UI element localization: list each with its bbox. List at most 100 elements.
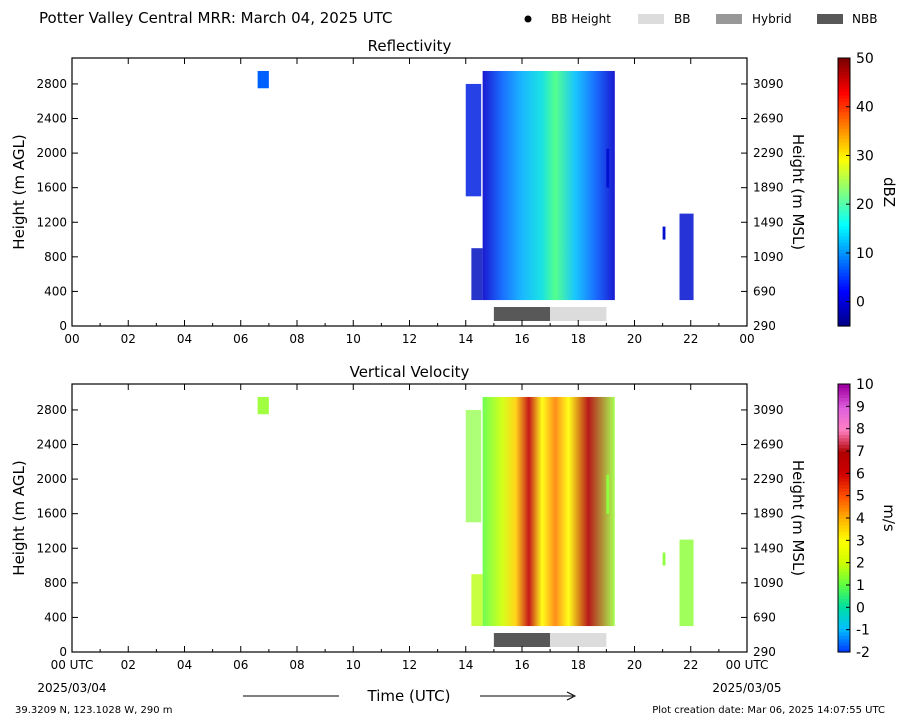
panel2-echo-1900 (606, 474, 610, 514)
panel2-colorbar-segment (838, 481, 850, 486)
panel1-colorbar-segment (838, 91, 850, 96)
panel2-x-tick-label: 12 (402, 658, 417, 672)
panel1-x-tick-label: 08 (289, 332, 304, 346)
panel2-x-tick-label: 22 (683, 658, 698, 672)
panel2-colorbar-segment (838, 471, 850, 476)
panel2-y-tick-label-right: 2690 (753, 438, 784, 452)
panel2-colorbar-segment (838, 564, 850, 569)
panel1-title: Reflectivity (368, 37, 452, 55)
panel1-colorbar-segment (838, 118, 850, 123)
panel2-colorbar-segment (838, 571, 850, 576)
panel2-colorbar-segment (838, 568, 850, 573)
panel2-y-tick-label-right: 1890 (753, 507, 784, 521)
panel2-colorbar-segment (838, 631, 850, 636)
panel2-colorbar-segment (838, 420, 850, 425)
panel1-colorbar-segment (838, 168, 850, 173)
panel1-colorbar-segment (838, 265, 850, 270)
panel1-colorbar-segment (838, 131, 850, 136)
panel2-colorbar-segment (838, 595, 850, 599)
panel2-colorbar-segment (838, 541, 850, 546)
panel2-colorbar-segment (838, 574, 850, 579)
panel1-colorbar-segment (838, 269, 850, 273)
panel1-colorbar-segment (838, 205, 850, 210)
panel1-colorbar-segment (838, 218, 850, 223)
panel2-x-tick-label: 00 UTC (726, 658, 769, 672)
panel1-colorbar-segment (838, 322, 850, 327)
end-date-label: 2025/03/05 (712, 681, 781, 695)
panel1-colorbar-segment (838, 68, 850, 72)
panel2-colorbar-segment (838, 561, 850, 566)
legend-label-bb-height: BB Height (551, 12, 611, 26)
panel2-colorbar-segment (838, 434, 850, 439)
panel2-colorbar-segment (838, 621, 850, 626)
panel1-colorbar-segment (838, 315, 850, 320)
panel2-colorbar-segment (838, 641, 850, 646)
panel2-colorbar-segment (838, 501, 850, 506)
panel1-colorbar-segment (838, 98, 850, 103)
panel2-y-tick-label-right: 690 (753, 610, 776, 624)
panel2-x-tick-label: 10 (346, 658, 361, 672)
x-axis-label: Time (UTC) (367, 687, 451, 705)
panel1-colorbar-segment (838, 151, 850, 156)
panel2-colorbar-tick-label: 5 (856, 489, 865, 505)
panel2-y-axis-label-left: Height (m AGL) (10, 460, 28, 575)
panel2-colorbar-segment (838, 611, 850, 616)
panel1-colorbar-segment (838, 222, 850, 227)
panel2-colorbar-segment (838, 384, 850, 388)
panel2-title: Vertical Velocity (350, 363, 470, 381)
panel1-colorbar-segment (838, 88, 850, 93)
panel2-colorbar-segment (838, 518, 850, 522)
panel2-colorbar-segment (838, 551, 850, 556)
panel1-colorbar-segment (838, 64, 850, 69)
panel2-colorbar-tick-label: -2 (856, 645, 870, 661)
panel1-colorbar-segment (838, 135, 850, 139)
panel1-colorbar-segment (838, 259, 850, 263)
panel2-colorbar-segment (838, 544, 850, 549)
panel1-colorbar-segment (838, 145, 850, 150)
panel2-colorbar-segment (838, 404, 850, 409)
panel1-x-tick-label: 04 (177, 332, 192, 346)
panel1-x-tick-label: 12 (402, 332, 417, 346)
panel1-colorbar-segment (838, 101, 850, 106)
panel1-colorbar-segment (838, 225, 850, 230)
panel1-colorbar-segment (838, 272, 850, 277)
panel1-echo-1900 (606, 148, 610, 188)
panel2-colorbar-segment (838, 451, 850, 455)
panel1-frame (71, 57, 748, 327)
panel1-echo-2200 (679, 213, 694, 301)
panel1-colorbar-segment (838, 295, 850, 300)
panel2-colorbar-segment (838, 598, 850, 603)
panel2-echo-2100 (662, 552, 666, 566)
panel2-colorbar-segment (838, 558, 850, 563)
panel1-colorbar-segment (838, 282, 850, 287)
panel2-echo-left-upper (465, 409, 482, 523)
panel2-colorbar-tick-label: 10 (856, 377, 874, 393)
panel1-y-tick-label-left: 0 (59, 319, 67, 333)
panel1-y-tick-label-right: 1490 (753, 215, 784, 229)
panel1-colorbar-segment (838, 178, 850, 183)
panel1-colorbar-segment (838, 299, 850, 304)
panel1-colorbar-frame (837, 57, 851, 327)
panel1-y-tick-label-right: 3090 (753, 77, 784, 91)
panel2-colorbar-segment (838, 524, 850, 529)
panel2-x-tick-label: 06 (233, 658, 248, 672)
panel1-colorbar-segment (838, 61, 850, 66)
panel2-colorbar-segment (838, 507, 850, 512)
panel2-colorbar-segment (838, 437, 850, 442)
panel2-colorbar-segment (838, 447, 850, 452)
panel2-colorbar-segment (838, 605, 850, 610)
panel2-colorbar-segment (838, 581, 850, 586)
panel2-colorbar-segment (838, 601, 850, 606)
panel1-x-tick-label: 18 (571, 332, 586, 346)
panel2-colorbar-segment (838, 591, 850, 596)
panel2-colorbar-tick-label: 4 (856, 511, 865, 527)
panel1-y-tick-label-right: 1890 (753, 181, 784, 195)
legend-swatch-bb (638, 14, 664, 24)
legend-label-bb: BB (674, 12, 690, 26)
panel2-echo-left-lower (471, 574, 483, 627)
panel2-colorbar-segment (838, 531, 850, 536)
panel1-y-tick-label-right: 290 (753, 319, 776, 333)
panel2-frame (71, 383, 748, 653)
panel2-y-tick-label-right: 290 (753, 645, 776, 659)
